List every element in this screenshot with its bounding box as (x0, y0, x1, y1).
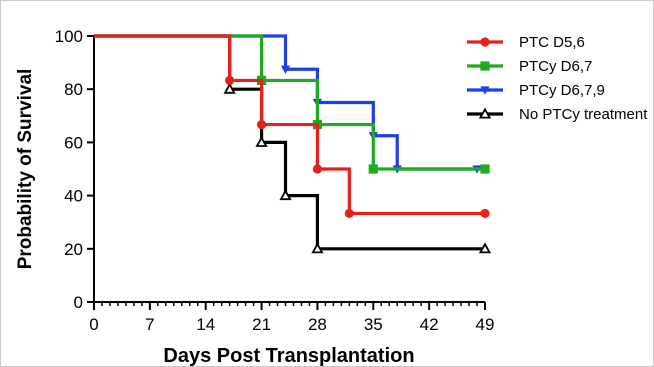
x-tick-label: 49 (476, 315, 495, 334)
censor-marker (311, 242, 324, 254)
legend-item: No PTCy treatment (467, 106, 648, 123)
legend-item: PTCy D6,7 (467, 58, 592, 75)
censor-marker (480, 208, 490, 219)
axes: 0 20 40 60 80 100 0 7 14 21 28 35 42 49 (55, 27, 495, 334)
x-tick-label: 35 (364, 315, 383, 334)
y-tick-label: 100 (55, 27, 83, 46)
y-tick-label: 80 (64, 80, 83, 99)
y-tick-label: 40 (64, 187, 83, 206)
censor-marker (256, 119, 267, 130)
legend-label: PTC D5,6 (519, 34, 585, 51)
x-tick-label: 0 (89, 315, 98, 334)
x-tick-label: 42 (420, 315, 439, 334)
censor-marker (344, 208, 354, 219)
censor-marker (279, 189, 292, 201)
censor-marker (225, 75, 235, 86)
legend-marker (480, 37, 490, 47)
censor-marker (368, 164, 378, 174)
censor-marker (478, 242, 492, 254)
legend-marker (480, 61, 490, 71)
censor-marker (480, 164, 490, 174)
legend-label: PTCy D6,7 (519, 58, 592, 75)
x-tick-label: 28 (308, 315, 327, 334)
series-3 (94, 34, 485, 174)
survival-line (94, 34, 485, 171)
series-group (94, 34, 492, 254)
legend-item: PTCy D6,7,9 (467, 82, 605, 99)
censor-marker (255, 135, 268, 147)
x-tick-label: 21 (252, 315, 271, 334)
censor-marker (223, 82, 236, 94)
legend-item: PTC D5,6 (467, 34, 585, 51)
y-tick-label: 60 (64, 133, 83, 152)
series-1 (94, 34, 490, 219)
x-axis-title: Days Post Transplantation (163, 345, 414, 366)
censor-marker (312, 164, 323, 174)
legend-marker (478, 107, 492, 119)
x-tick-label: 14 (196, 315, 215, 334)
survival-line (94, 34, 485, 171)
survival-line (94, 34, 485, 216)
legend: PTC D5,6 PTCy D6,7 PTCy D6,7,9 No PTCy trea… (467, 34, 648, 123)
series-2 (94, 34, 490, 174)
x-tick-label: 7 (145, 315, 154, 334)
legend-marker (480, 86, 490, 95)
censor-marker (280, 65, 291, 74)
y-axis-title: Probability of Survival (15, 69, 36, 270)
y-tick-label: 20 (64, 240, 83, 259)
legend-label: No PTCy treatment (519, 106, 648, 123)
y-tick-label: 0 (74, 293, 83, 312)
legend-label: PTCy D6,7,9 (519, 82, 605, 99)
